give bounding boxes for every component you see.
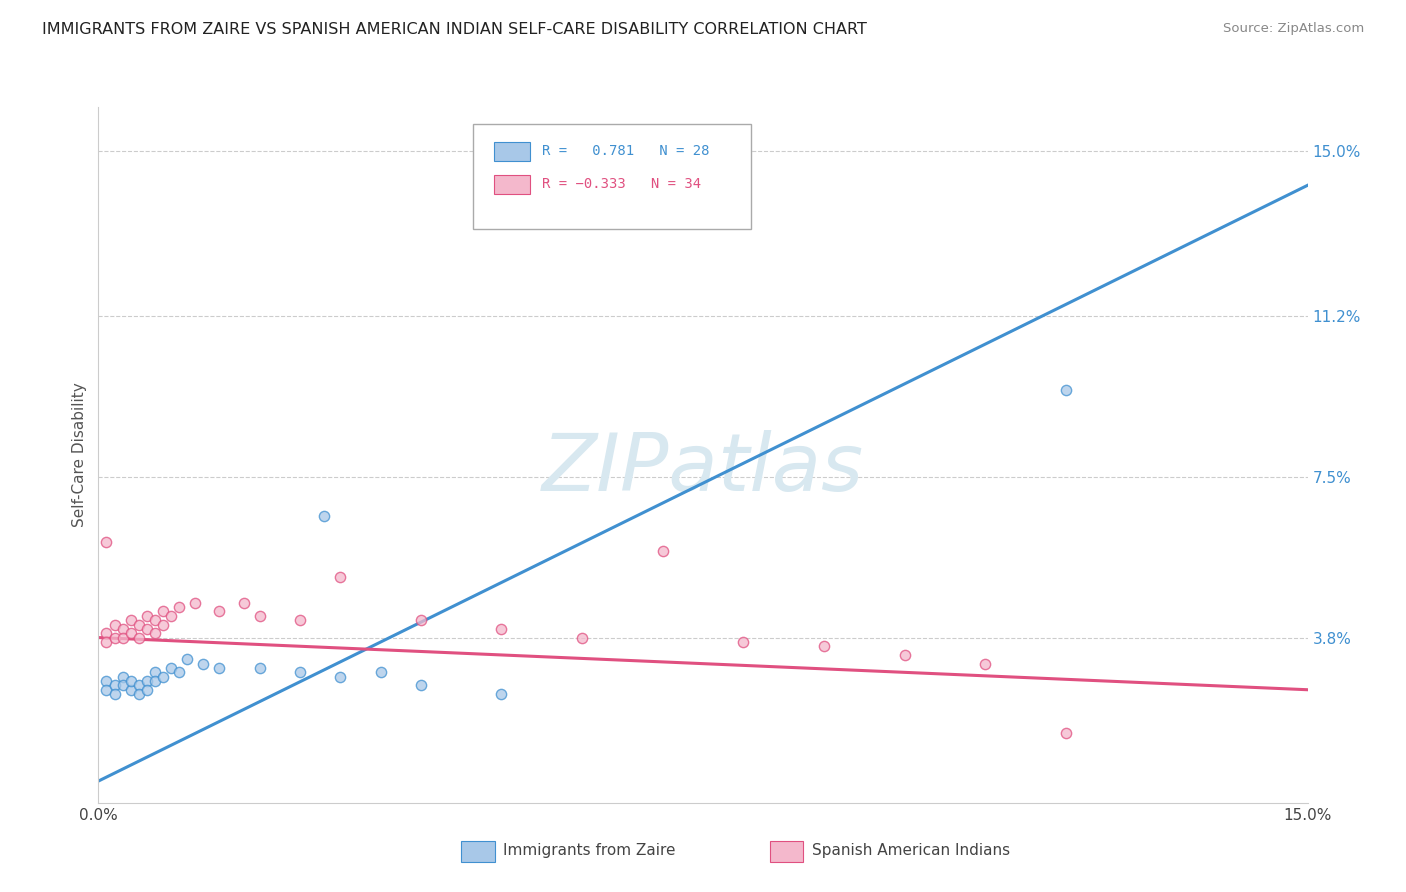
Point xyxy=(128,631,150,645)
Text: ZIPatlas: ZIPatlas xyxy=(541,430,865,508)
Point xyxy=(208,605,231,619)
Point xyxy=(120,682,142,697)
Point xyxy=(143,626,166,640)
Point xyxy=(314,508,336,523)
Point xyxy=(111,622,134,636)
Point xyxy=(974,657,997,671)
Point xyxy=(96,535,118,549)
Point xyxy=(249,608,271,623)
Point xyxy=(120,626,142,640)
Point xyxy=(160,608,183,623)
Point xyxy=(128,678,150,692)
Text: Spanish American Indians: Spanish American Indians xyxy=(811,843,1010,857)
Point xyxy=(1054,726,1077,740)
Text: R = −0.333   N = 34: R = −0.333 N = 34 xyxy=(543,177,702,191)
Point xyxy=(893,648,915,662)
Point xyxy=(152,605,174,619)
Point xyxy=(120,613,142,627)
Point xyxy=(135,622,157,636)
FancyBboxPatch shape xyxy=(494,142,530,161)
Point xyxy=(128,687,150,701)
Point xyxy=(208,661,231,675)
Point xyxy=(96,626,118,640)
Point xyxy=(733,635,755,649)
Point xyxy=(184,596,207,610)
Point xyxy=(491,687,513,701)
Point xyxy=(409,678,432,692)
Point xyxy=(193,657,215,671)
Point xyxy=(176,652,198,666)
Point xyxy=(143,665,166,680)
Point xyxy=(135,682,157,697)
Point xyxy=(409,613,432,627)
Point xyxy=(813,639,835,653)
Point xyxy=(96,682,118,697)
Point xyxy=(120,674,142,689)
Point xyxy=(329,570,352,584)
Point xyxy=(288,665,311,680)
Point xyxy=(152,670,174,684)
Point xyxy=(103,617,125,632)
Point xyxy=(1054,383,1077,397)
Point xyxy=(103,631,125,645)
Point xyxy=(232,596,254,610)
Point xyxy=(167,600,190,615)
FancyBboxPatch shape xyxy=(461,841,495,862)
Point xyxy=(160,661,183,675)
Point xyxy=(135,608,157,623)
FancyBboxPatch shape xyxy=(769,841,803,862)
Point xyxy=(111,670,134,684)
FancyBboxPatch shape xyxy=(474,124,751,229)
Point xyxy=(167,665,190,680)
Point xyxy=(96,674,118,689)
Text: Immigrants from Zaire: Immigrants from Zaire xyxy=(503,843,676,857)
Point xyxy=(152,617,174,632)
Point xyxy=(103,687,125,701)
Point xyxy=(135,674,157,689)
Point xyxy=(288,613,311,627)
Y-axis label: Self-Care Disability: Self-Care Disability xyxy=(72,383,87,527)
Point xyxy=(143,674,166,689)
Point xyxy=(111,631,134,645)
Point xyxy=(103,678,125,692)
Text: Source: ZipAtlas.com: Source: ZipAtlas.com xyxy=(1223,22,1364,36)
FancyBboxPatch shape xyxy=(494,175,530,194)
Text: IMMIGRANTS FROM ZAIRE VS SPANISH AMERICAN INDIAN SELF-CARE DISABILITY CORRELATIO: IMMIGRANTS FROM ZAIRE VS SPANISH AMERICA… xyxy=(42,22,868,37)
Point xyxy=(571,631,593,645)
Point xyxy=(143,613,166,627)
Point xyxy=(651,543,673,558)
Point xyxy=(370,665,392,680)
Point xyxy=(249,661,271,675)
Point xyxy=(111,678,134,692)
Text: R =   0.781   N = 28: R = 0.781 N = 28 xyxy=(543,144,710,158)
Point xyxy=(128,617,150,632)
Point xyxy=(96,635,118,649)
Point xyxy=(491,622,513,636)
Point xyxy=(329,670,352,684)
